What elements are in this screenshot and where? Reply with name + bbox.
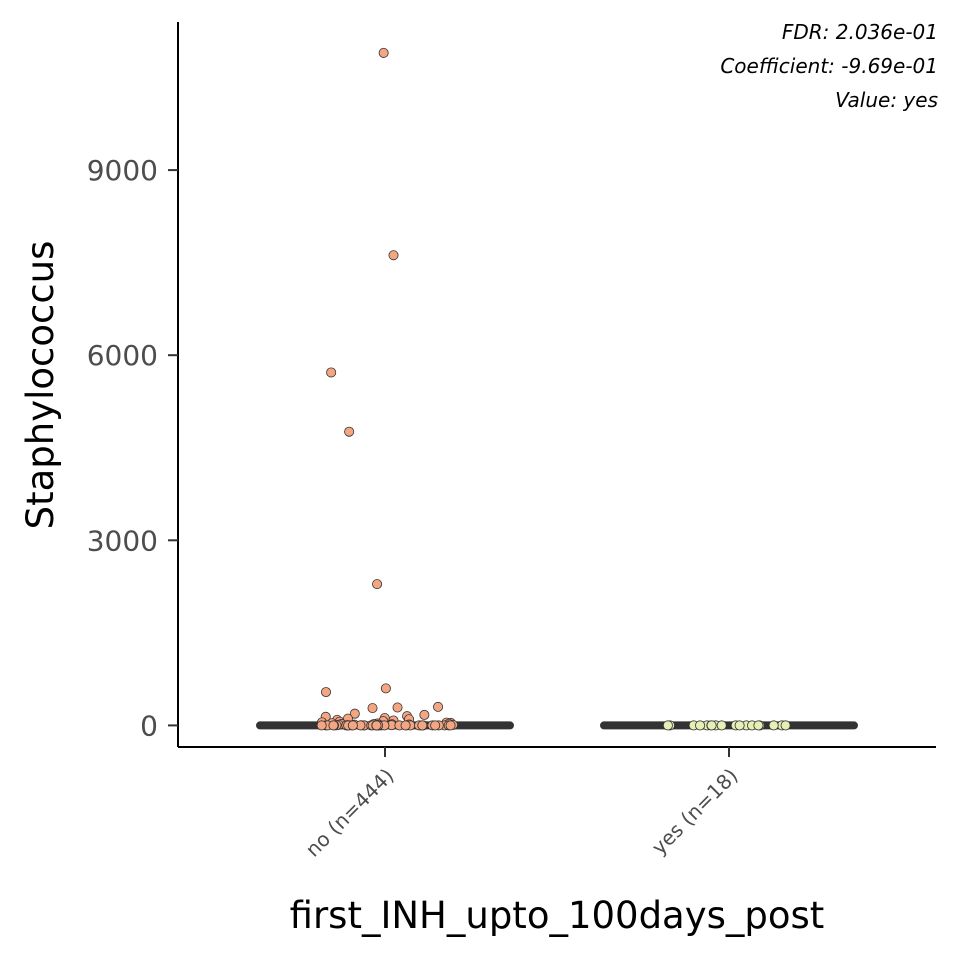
data-point	[419, 709, 430, 720]
y-axis-title: Staphylococcus	[19, 241, 62, 530]
x-ticks: no (n=444) yes (n=18)	[301, 747, 743, 861]
data-point	[430, 720, 441, 731]
data-point	[347, 720, 358, 731]
data-point	[328, 720, 339, 731]
data-point	[392, 702, 403, 713]
fdr-annotation: FDR: 2.036e-01	[782, 20, 938, 44]
data-point	[344, 426, 355, 437]
data-point	[695, 720, 706, 731]
data-point	[445, 720, 456, 731]
data-point	[316, 720, 327, 731]
data-point	[734, 720, 745, 731]
data-point	[372, 579, 383, 590]
data-point	[768, 720, 779, 731]
coefficient-annotation: Coefficient: -9.69e-01	[720, 54, 938, 78]
data-point	[417, 720, 428, 731]
y-tick-label: 9000	[87, 154, 158, 187]
x-tick-label: no (n=444)	[301, 764, 399, 862]
y-tick-label: 6000	[87, 339, 158, 372]
data-point	[326, 367, 337, 378]
data-point	[367, 703, 378, 714]
data-point	[371, 720, 382, 731]
data-point	[378, 47, 389, 58]
data-point	[433, 701, 444, 712]
data-point	[400, 720, 411, 731]
data-points	[316, 47, 791, 731]
x-tick-label: yes (n=18)	[647, 764, 743, 860]
data-point	[753, 720, 764, 731]
data-point	[349, 708, 360, 719]
data-point	[388, 250, 399, 261]
data-point	[780, 720, 791, 731]
y-tick-label: 3000	[87, 524, 158, 557]
y-ticks: 0 3000 6000 9000	[87, 154, 178, 742]
data-point	[320, 687, 331, 698]
data-point	[380, 683, 391, 694]
x-axis-title: first_INH_upto_100days_post	[290, 894, 825, 937]
data-point	[662, 720, 673, 731]
data-point	[716, 720, 727, 731]
y-tick-label: 0	[140, 709, 158, 742]
value-annotation: Value: yes	[835, 88, 938, 112]
data-point	[706, 720, 717, 731]
